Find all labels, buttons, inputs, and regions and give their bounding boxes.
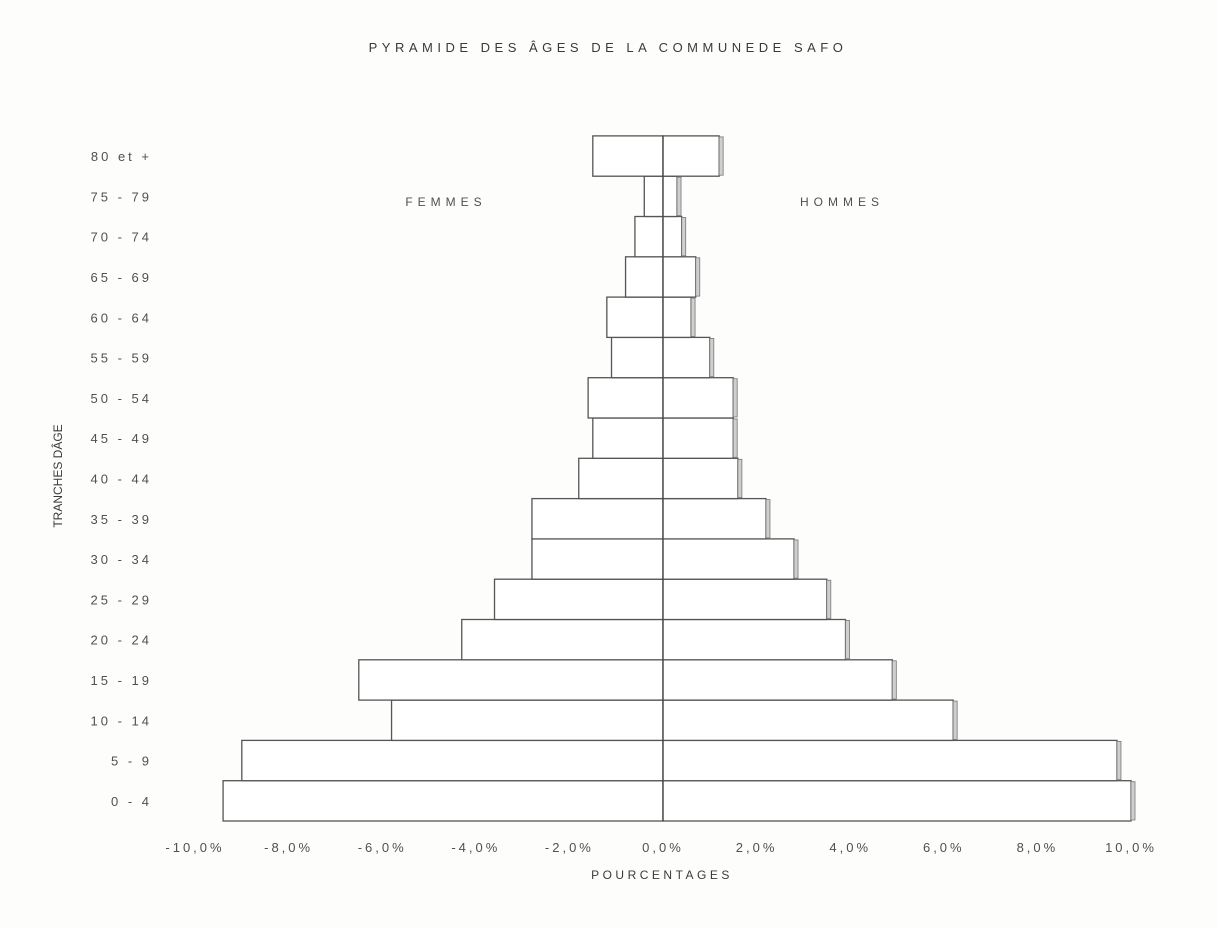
bar-femmes-1: [241, 739, 664, 782]
bar-hommes-shade-16: [718, 136, 724, 176]
bar-hommes-13: [662, 256, 697, 298]
bar-femmes-13: [624, 256, 664, 298]
x-tick-label: -6,0%: [358, 840, 407, 855]
bar-hommes-9: [662, 417, 734, 459]
x-tick-label: 8,0%: [1017, 840, 1059, 855]
y-axis-label: TRANCHES DÂGE: [50, 424, 65, 527]
y-tick-label: 65 - 69: [91, 270, 152, 285]
bar-hommes-7: [662, 497, 767, 540]
bar-hommes-shade-10: [732, 378, 738, 418]
x-tick-label: 2,0%: [736, 840, 778, 855]
bar-hommes-11: [662, 336, 711, 379]
bar-femmes-10: [587, 377, 664, 419]
series-label-hommes: HOMMES: [800, 195, 884, 209]
x-tick-label: -2,0%: [545, 840, 594, 855]
y-tick-label: 75 - 79: [91, 189, 152, 204]
y-tick-label: 25 - 29: [91, 592, 152, 607]
x-tick-label: 10,0%: [1105, 840, 1157, 855]
bars-group: [222, 135, 1136, 822]
y-tick-label: 15 - 19: [91, 673, 152, 688]
x-tick-label: 6,0%: [923, 840, 965, 855]
bar-hommes-shade-5: [826, 579, 832, 619]
bar-hommes-6: [662, 538, 795, 580]
bar-femmes-11: [610, 336, 664, 379]
y-tick-label: 80 et +: [91, 149, 152, 164]
y-tick-label: 70 - 74: [91, 230, 152, 245]
bar-hommes-5: [662, 578, 828, 621]
bar-hommes-shade-6: [793, 539, 799, 579]
x-tick-label: -8,0%: [264, 840, 313, 855]
bar-hommes-shade-0: [1130, 781, 1136, 821]
bar-femmes-2: [390, 699, 664, 742]
bar-hommes-15: [662, 175, 678, 218]
bar-hommes-4: [662, 618, 847, 661]
bar-hommes-1: [662, 739, 1118, 782]
bar-hommes-shade-4: [845, 620, 850, 660]
bar-hommes-8: [662, 457, 739, 500]
y-tick-label: 5 - 9: [111, 754, 152, 769]
bar-hommes-shade-11: [709, 337, 715, 378]
bar-hommes-12: [662, 296, 692, 339]
bar-femmes-14: [634, 215, 664, 258]
bar-femmes-4: [461, 618, 664, 661]
series-label-femmes: FEMMES: [405, 195, 486, 209]
y-tick-label: 40 - 44: [91, 471, 152, 486]
bar-hommes-10: [662, 377, 734, 419]
bar-hommes-0: [662, 780, 1132, 822]
bar-femmes-12: [606, 296, 664, 339]
y-tick-label: 50 - 54: [91, 391, 152, 406]
bar-hommes-shade-12: [690, 297, 696, 337]
chart-title: PYRAMIDE DES ÂGES DE LA COMMUNEDE SAFO: [369, 40, 848, 55]
y-tick-label: 0 - 4: [111, 794, 152, 809]
bar-hommes-shade-2: [952, 700, 958, 740]
x-tick-labels: -10,0% -8,0% -6,0% -4,0% -2,0% 0,0% 2,0% 4,0% 6,…: [165, 840, 1157, 855]
y-tick-labels: 0 - 4 5 - 9 10 - 14 15 - 19 20 - 24 25 - 29 30…: [91, 149, 152, 809]
bar-femmes-16: [592, 135, 664, 177]
bar-hommes-2: [662, 699, 954, 742]
x-tick-label: -4,0%: [451, 840, 500, 855]
bar-hommes-3: [662, 659, 893, 701]
x-tick-label: -10,0%: [165, 840, 224, 855]
bar-femmes-6: [531, 538, 664, 580]
bar-femmes-0: [222, 780, 664, 822]
y-tick-label: 10 - 14: [91, 713, 152, 728]
bar-hommes-shade-9: [732, 418, 738, 458]
bar-femmes-5: [493, 578, 664, 621]
bar-femmes-9: [592, 417, 664, 459]
bar-hommes-shade-13: [695, 257, 701, 297]
y-tick-label: 20 - 24: [91, 633, 152, 648]
bar-femmes-3: [358, 659, 664, 701]
y-tick-label: 45 - 49: [91, 431, 152, 446]
bar-hommes-shade-14: [681, 217, 687, 257]
bar-femmes-15: [643, 175, 664, 218]
bar-hommes-14: [662, 215, 683, 258]
x-tick-label: 0,0%: [642, 840, 684, 855]
bar-hommes-16: [662, 135, 720, 177]
y-tick-label: 60 - 64: [91, 310, 152, 325]
y-tick-label: 30 - 34: [91, 552, 152, 567]
x-tick-label: 4,0%: [829, 840, 871, 855]
bar-femmes-8: [578, 457, 664, 500]
bar-hommes-shade-8: [737, 458, 743, 498]
x-axis-label: POURCENTAGES: [591, 868, 733, 882]
bar-hommes-shade-3: [891, 660, 897, 700]
bar-hommes-shade-1: [1116, 741, 1122, 781]
y-tick-label: 55 - 59: [91, 351, 152, 366]
y-tick-label: 35 - 39: [91, 512, 152, 527]
bar-hommes-shade-15: [676, 176, 682, 216]
bar-hommes-shade-7: [765, 499, 771, 539]
bar-femmes-7: [531, 497, 664, 540]
